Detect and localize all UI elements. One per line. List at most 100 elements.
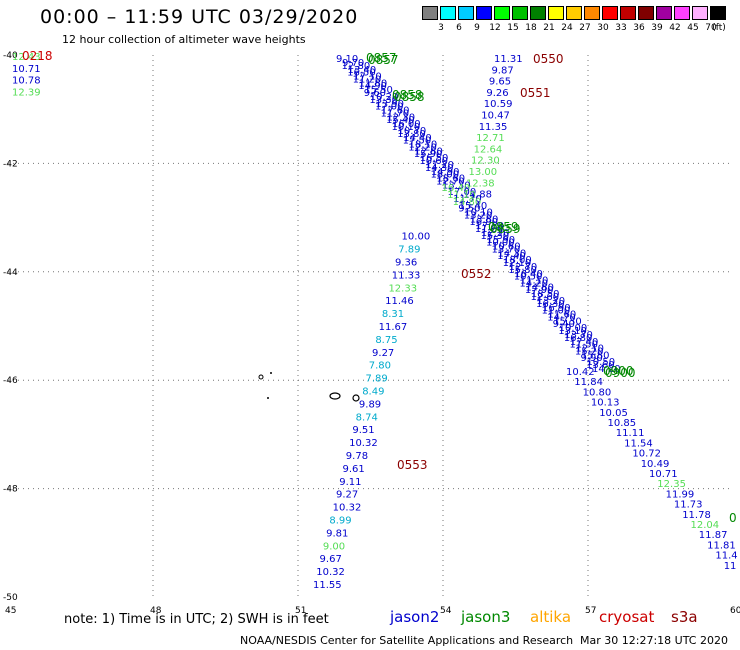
swh-overlap-value: 15.90 [414, 149, 443, 160]
swh-value: 9.11 [339, 477, 361, 488]
legend-swatch [710, 6, 726, 20]
swh-value: 8.75 [375, 335, 397, 346]
swh-value: 8.31 [382, 309, 404, 320]
lon-tick-label: 57 [585, 606, 596, 616]
swh-value: 9.00 [323, 541, 345, 552]
time-label: 0858 [392, 88, 423, 102]
swh-overlap-value: 13.30 [369, 95, 398, 106]
swh-overlap-value: 12.30 [386, 112, 415, 123]
swh-value: 10.49 [641, 459, 670, 470]
swh-overlap-value: 12.10 [575, 344, 604, 355]
legend-swatch [512, 6, 528, 20]
island-shape [267, 397, 269, 399]
swh-value: 10.00 [402, 232, 431, 243]
lat-tick-label: -46 [3, 376, 18, 386]
swh-overlap-value: 16.90 [469, 217, 498, 228]
legend-swatch [584, 6, 600, 20]
swh-overlap-value: 17.50 [403, 136, 432, 147]
credit-line: NOAA/NESDIS Center for Satellite Applica… [240, 634, 574, 647]
swh-value: 8.49 [362, 387, 384, 398]
swh-value: 11.87 [699, 530, 728, 541]
swh-overlap-value: 12.80 [414, 146, 443, 157]
swh-overlap-value: 13.60 [586, 360, 615, 371]
swh-overlap-value: 13.90 [375, 99, 404, 110]
generation-timestamp: Mar 30 12:27:18 UTC 2020 [580, 634, 728, 647]
swh-value: 10.32 [349, 438, 378, 449]
swh-overlap-value: 10.00 [486, 238, 515, 249]
legend-label: 45 [687, 23, 699, 33]
swh-value: 11.81 [707, 540, 736, 551]
swh-overlap-value: 17.90 [525, 285, 554, 296]
legend-label: 24 [561, 23, 573, 33]
legend-swatch [674, 6, 690, 20]
swh-value: 10.05 [599, 408, 628, 419]
swh-value: 9.78 [346, 451, 368, 462]
legend-swatch [458, 6, 474, 20]
legend-swatch [620, 6, 636, 20]
swh-overlap-value: 10.60 [419, 156, 448, 167]
time-label: 0900 [603, 364, 634, 378]
swh-overlap-value: 11.70 [380, 108, 409, 119]
swh-overlap-value: 9.10 [336, 54, 358, 65]
lat-tick-label: -42 [3, 159, 18, 169]
swh-overlap-value: 15.80 [508, 265, 537, 276]
swh-overlap-value: 13.20 [464, 210, 493, 221]
legend-label: 70 [705, 23, 717, 33]
swh-value: 11.88 [463, 190, 492, 201]
swh-value: 8.74 [356, 412, 378, 423]
swh-value: 12.71 [476, 133, 505, 144]
swh-overlap-value: 10.60 [492, 242, 521, 253]
swh-overlap-value: 15.30 [480, 231, 509, 242]
lon-tick-label: 45 [5, 606, 16, 616]
swh-value: 11.73 [674, 500, 703, 511]
swh-overlap-value: 9.70 [342, 58, 364, 69]
swh-overlap-value: 18.60 [436, 174, 465, 185]
swh-value: 10.78 [12, 76, 41, 87]
swh-overlap-value: 16.80 [564, 333, 593, 344]
swh-value: 10.13 [591, 398, 620, 409]
lon-tick-label: 60 [730, 606, 740, 616]
swh-value: 9.65 [489, 77, 511, 88]
swh-value: 12.04 [691, 520, 720, 531]
swh-overlap-value: 13.70 [492, 244, 521, 255]
swh-value: 7.89 [398, 245, 420, 256]
time-label: 0857 [366, 51, 397, 65]
swh-value: 9.26 [486, 88, 508, 99]
swh-overlap-value: 10.50 [514, 272, 543, 283]
swh-overlap-value: 14.90 [358, 81, 387, 92]
swh-overlap-value: 16.40 [442, 183, 471, 194]
swh-value: 9.27 [336, 490, 358, 501]
swh-overlap-value: 17.00 [375, 102, 404, 113]
swh-overlap-value: 10.10 [392, 122, 421, 133]
swh-overlap-value: 11.00 [542, 306, 571, 317]
swh-overlap-value: 13.70 [564, 330, 593, 341]
swh-overlap-value: 10.10 [464, 208, 493, 219]
swh-overlap-value: 10.20 [370, 92, 399, 103]
swh-overlap-value: 10.70 [398, 126, 427, 137]
swh-overlap-value: 13.10 [558, 326, 587, 337]
swh-value: 11 [724, 561, 737, 572]
legend-label: 36 [633, 23, 645, 33]
swh-overlap-value: 12.80 [342, 61, 371, 72]
legend-label: 12 [489, 23, 501, 33]
swh-overlap-value: 16.00 [392, 119, 421, 130]
swh-overlap-value: 18.10 [409, 140, 438, 151]
swh-overlap-value: 16.50 [420, 153, 449, 164]
lon-tick-label: 54 [440, 606, 452, 616]
swh-value: 11.55 [313, 580, 342, 591]
swh-overlap-value: 14.70 [547, 312, 576, 323]
swh-overlap-value: 15.30 [553, 316, 582, 327]
legend-unit: (ft) [712, 23, 726, 33]
swh-value: 7.80 [369, 361, 391, 372]
swh-overlap-value: 11.20 [425, 160, 454, 171]
legend-swatch [692, 6, 708, 20]
swh-overlap-value: 12.60 [530, 292, 559, 303]
footer-note: note: 1) Time is in UTC; 2) SWH is in fe… [64, 612, 329, 627]
island-shape [352, 394, 360, 402]
swh-overlap-value: 11.70 [453, 194, 482, 205]
swh-overlap-value: 18.00 [503, 255, 532, 266]
swh-overlap-value: 9.90 [580, 353, 602, 364]
swh-overlap-value: 12.20 [408, 142, 437, 153]
swh-overlap-value: 13.80 [470, 214, 499, 225]
swh-value: 12.33 [388, 283, 417, 294]
